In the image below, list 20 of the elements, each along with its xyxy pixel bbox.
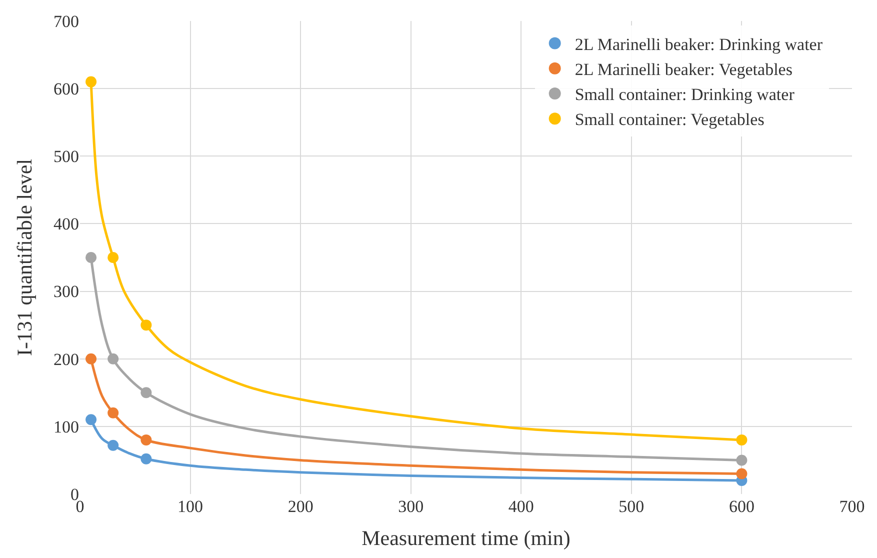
y-axis-title: I-131 quantifiable level	[12, 158, 37, 356]
x-tick-label: 600	[728, 497, 754, 516]
y-tick-label: 200	[54, 350, 79, 369]
y-tick-label: 600	[54, 80, 79, 99]
x-tick-label: 100	[178, 497, 204, 516]
x-tick-label: 200	[288, 497, 314, 516]
y-tick-label: 300	[54, 282, 79, 302]
legend-label: 2L Marinelli beaker: Vegetables	[574, 60, 792, 80]
y-tick-label: 500	[54, 147, 79, 166]
y-tick-label: 700	[54, 12, 79, 31]
y-tick-label: 400	[54, 214, 79, 234]
legend-label: Small container: Vegetables	[574, 110, 764, 130]
y-tick-label: 100	[54, 417, 79, 436]
x-tick-label: 300	[398, 497, 424, 516]
x-tick-label: 400	[508, 497, 534, 516]
legend-label: Small container: Drinking water	[574, 85, 795, 104]
x-axis-title: Measurement time (min)	[362, 526, 570, 550]
x-tick-label: 700	[839, 497, 865, 516]
x-tick-label: 500	[618, 497, 644, 516]
legend-label: 2L Marinelli beaker: Drinking water	[574, 34, 823, 54]
